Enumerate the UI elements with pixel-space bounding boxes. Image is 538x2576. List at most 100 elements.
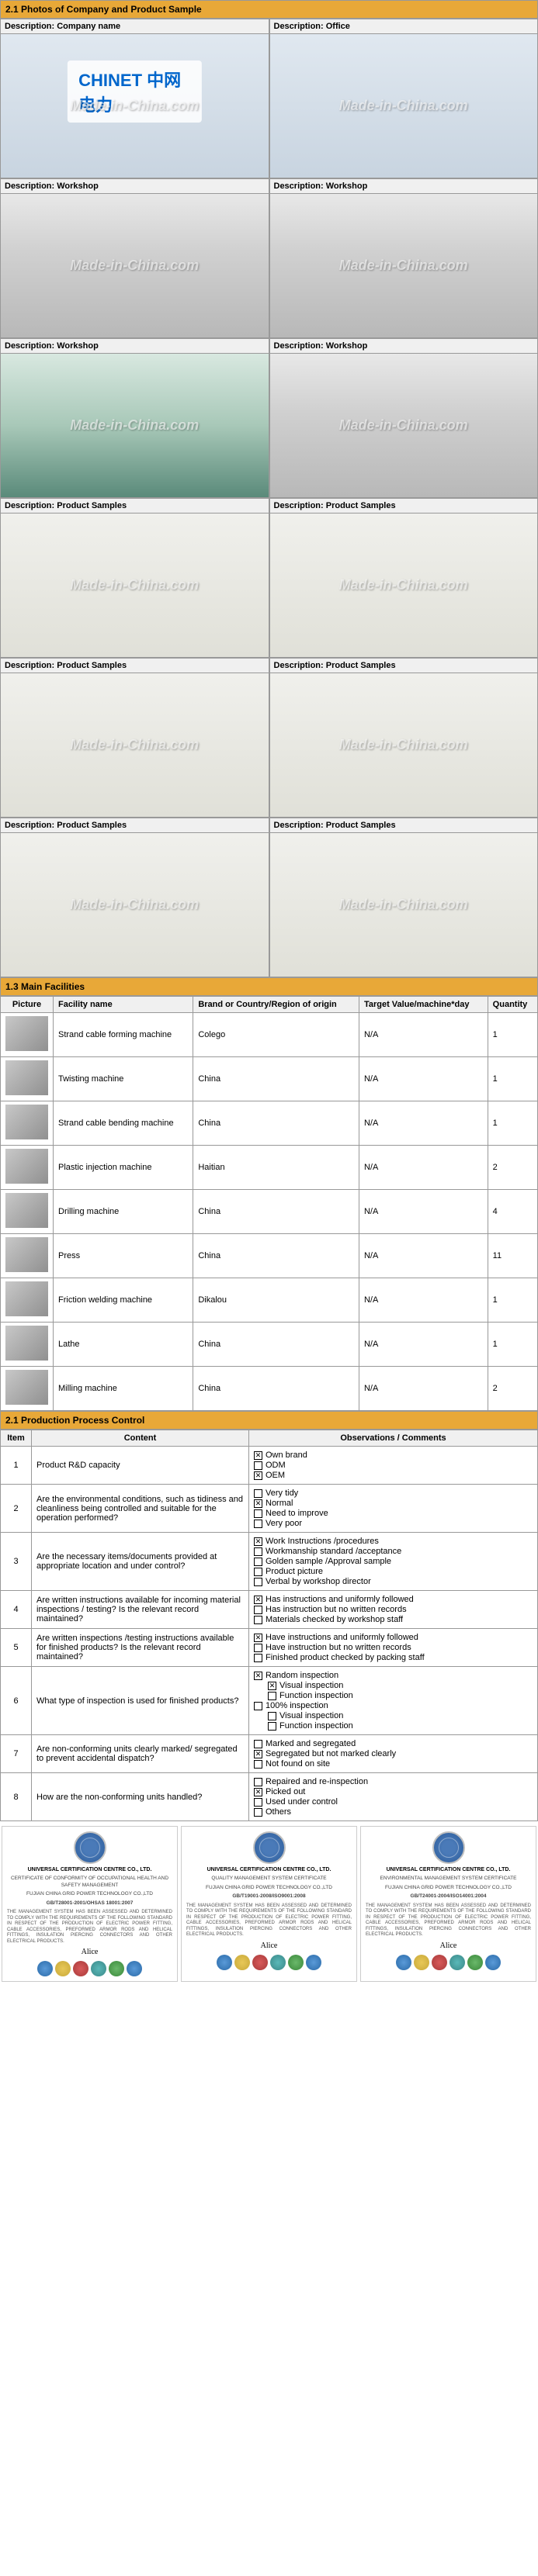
cert-body: THE MANAGEMENT SYSTEM HAS BEEN ASSESSED … <box>7 1910 172 1945</box>
cert-logo-icon <box>432 1955 447 1970</box>
photo-cell: Description: Product Samples <box>0 818 269 977</box>
checkbox <box>254 1702 262 1710</box>
photo-image <box>1 513 269 657</box>
checkbox-line: Have instructions and uniformly followed <box>254 1633 533 1642</box>
cert-standard: GB/T28001-2001/OHSAS 18001:2007 <box>7 1900 172 1907</box>
photo-image <box>270 194 538 337</box>
checkbox <box>254 1808 262 1817</box>
photo-cell: Description: Workshop <box>0 338 269 498</box>
facility-name: Strand cable bending machine <box>54 1101 193 1146</box>
table-row: Plastic injection machineHaitianN/A2 <box>1 1146 538 1190</box>
process-item: 5 <box>1 1629 32 1667</box>
certificate: UNIVERSAL CERTIFICATION CENTRE CO., LTD.… <box>360 1826 536 1982</box>
facilities-header: Facility name <box>54 997 193 1013</box>
checkbox-label: Segregated but not marked clearly <box>266 1749 396 1758</box>
checkbox-line: OEM <box>254 1471 533 1480</box>
checkbox <box>254 1672 262 1680</box>
checkbox-label: Has instructions and uniformly followed <box>266 1595 414 1604</box>
facility-brand: Haitian <box>193 1146 359 1190</box>
checkbox <box>254 1461 262 1470</box>
photo-label: Description: Workshop <box>270 339 538 354</box>
checkbox-line: Function inspection <box>254 1721 533 1731</box>
checkbox-line: Picked out <box>254 1787 533 1796</box>
facility-picture <box>1 1278 54 1323</box>
photo-label: Description: Product Samples <box>1 818 269 833</box>
checkbox-line: Product picture <box>254 1567 533 1576</box>
process-observations: Repaired and re-inspectionPicked outUsed… <box>249 1773 538 1821</box>
facility-thumb <box>5 1016 48 1051</box>
facility-name: Milling machine <box>54 1367 193 1411</box>
checkbox-line: Materials checked by workshop staff <box>254 1615 533 1624</box>
checkbox <box>254 1537 262 1546</box>
checkbox <box>254 1509 262 1518</box>
cert-logo-icon <box>127 1961 142 1976</box>
checkbox-line: Very tidy <box>254 1489 533 1498</box>
cert-logo-icon <box>288 1955 304 1970</box>
cert-logo-icon <box>252 1955 268 1970</box>
facility-brand: China <box>193 1234 359 1278</box>
cert-logos <box>7 1961 172 1976</box>
process-item: 3 <box>1 1533 32 1591</box>
photo-image <box>270 833 538 977</box>
facility-name: Friction welding machine <box>54 1278 193 1323</box>
checkbox-label: Function inspection <box>279 1721 353 1731</box>
photo-image <box>270 34 538 178</box>
checkbox-line: Visual inspection <box>254 1681 533 1690</box>
certificate: UNIVERSAL CERTIFICATION CENTRE CO., LTD.… <box>181 1826 357 1982</box>
photo-cell: Description: Product Samples <box>0 658 269 818</box>
cert-standard: GB/T19001-2008/ISO9001:2008 <box>186 1893 352 1900</box>
checkbox <box>254 1750 262 1758</box>
checkbox-line: Has instructions and uniformly followed <box>254 1595 533 1604</box>
checkbox <box>254 1760 262 1769</box>
cert-subtitle: QUALITY MANAGEMENT SYSTEM CERTIFICATE <box>186 1876 352 1882</box>
table-row: 6What type of inspection is used for fin… <box>1 1667 538 1735</box>
facility-target: N/A <box>359 1057 488 1101</box>
photo-cell: Description: Product Samples <box>0 498 269 658</box>
checkbox <box>268 1712 276 1720</box>
checkbox <box>254 1788 262 1796</box>
cert-logo-icon <box>467 1955 483 1970</box>
process-item: 1 <box>1 1447 32 1485</box>
facility-brand: China <box>193 1101 359 1146</box>
facility-qty: 1 <box>488 1278 537 1323</box>
table-row: 4Are written instructions available for … <box>1 1591 538 1629</box>
checkbox <box>268 1692 276 1700</box>
facility-thumb <box>5 1105 48 1139</box>
facility-qty: 2 <box>488 1146 537 1190</box>
checkbox-line: Repaired and re-inspection <box>254 1777 533 1786</box>
process-content: Product R&D capacity <box>32 1447 249 1485</box>
facility-brand: China <box>193 1323 359 1367</box>
process-content: What type of inspection is used for fini… <box>32 1667 249 1735</box>
facility-qty: 1 <box>488 1057 537 1101</box>
checkbox-line: ODM <box>254 1461 533 1470</box>
checkbox-line: Random inspection <box>254 1671 533 1680</box>
facility-qty: 2 <box>488 1367 537 1411</box>
checkbox <box>254 1778 262 1786</box>
cert-seal-icon <box>74 1831 106 1864</box>
checkbox-label: OEM <box>266 1471 285 1480</box>
facility-target: N/A <box>359 1101 488 1146</box>
facility-picture <box>1 1101 54 1146</box>
checkbox-label: Verbal by workshop director <box>266 1577 371 1586</box>
facility-name: Drilling machine <box>54 1190 193 1234</box>
checkbox-label: Used under control <box>266 1797 338 1807</box>
cert-logo-icon <box>306 1955 321 1970</box>
table-row: Drilling machineChinaN/A4 <box>1 1190 538 1234</box>
facility-name: Strand cable forming machine <box>54 1013 193 1057</box>
checkbox-label: Materials checked by workshop staff <box>266 1615 403 1624</box>
facility-picture <box>1 1234 54 1278</box>
facility-thumb <box>5 1193 48 1228</box>
facilities-section-header: 1.3 Main Facilities <box>0 977 538 996</box>
checkbox-line: Own brand <box>254 1451 533 1460</box>
cert-signature: Alice <box>186 1942 352 1950</box>
facility-name: Lathe <box>54 1323 193 1367</box>
facility-qty: 11 <box>488 1234 537 1278</box>
facility-name: Plastic injection machine <box>54 1146 193 1190</box>
checkbox-label: Have instructions and uniformly followed <box>266 1633 418 1642</box>
table-row: 1Product R&D capacity Own brandODMOEM <box>1 1447 538 1485</box>
photo-image: CHINET 中网电力 <box>1 34 269 178</box>
facility-target: N/A <box>359 1278 488 1323</box>
process-item: 6 <box>1 1667 32 1735</box>
cert-logo-icon <box>55 1961 71 1976</box>
cert-logos <box>186 1955 352 1970</box>
